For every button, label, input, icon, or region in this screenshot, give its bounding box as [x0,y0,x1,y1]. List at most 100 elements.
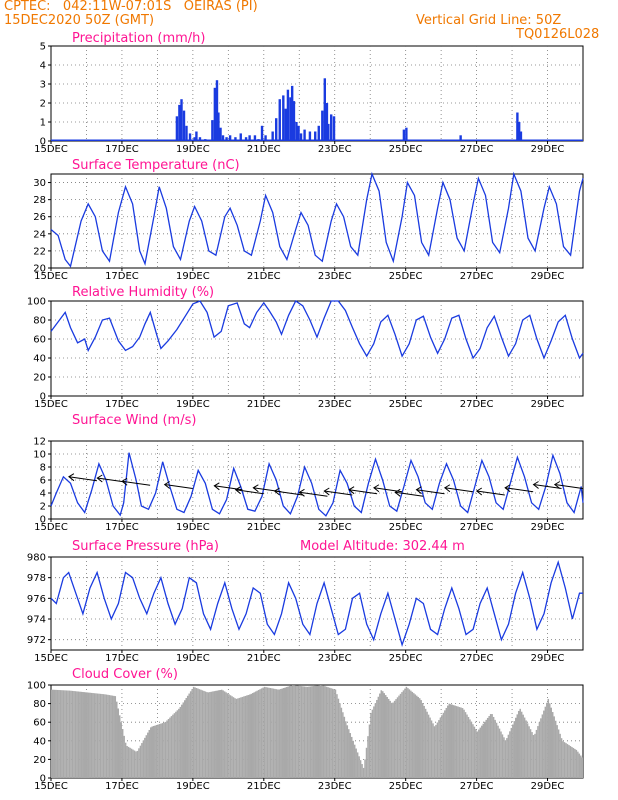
cloud-bar [51,689,53,778]
cloud-bar [515,717,517,778]
cloud-bar [439,717,442,778]
cloud-bar [463,709,465,778]
cloud-bar [438,720,440,778]
cloud-bar [53,689,56,778]
cloud-bar [175,711,177,778]
cloud-bar [489,714,492,778]
cloud-bar [504,740,507,778]
cloud-bar [358,756,360,778]
cloud-bar [225,692,227,778]
cloud-bar [249,694,251,778]
cloud-bar [215,690,217,778]
cloud-bar [74,691,77,778]
series-line-pres [50,560,583,647]
cloud-bar [220,689,223,778]
precip-bar [517,122,521,141]
cloud-bar [231,696,233,778]
cloud-bar [182,702,185,778]
cloud-bar [472,724,474,778]
cloud-bar [65,690,68,778]
cloud-bar [458,707,461,778]
cloud-bar [87,692,90,778]
cloud-bar [293,685,295,778]
x-tick-label: 19DEC [176,144,210,155]
x-tick-label: 23DEC [318,653,352,664]
cloud-bar [402,690,405,778]
cloud-bar [479,727,482,778]
cloud-bar [568,745,570,778]
panel-frame [50,45,584,142]
cloud-bar [331,688,334,778]
x-tick-label: 19DEC [176,271,210,282]
cloud-bar [56,689,59,778]
panel-wind: 15DEC 17DEC 19DEC 21DEC 23DEC 25DEC 27DEC 29DEC… [33,413,584,533]
cloud-bar [247,694,250,778]
x-tick-label: 15DEC [34,522,68,533]
cloud-bar [334,689,337,778]
cloud-bar [113,695,115,778]
cloud-bar [82,691,84,778]
cloud-bar [430,720,433,778]
cloud-bar [482,723,485,778]
cloud-bar [67,690,69,778]
wind-arrow [443,484,473,493]
cloud-bar [302,686,304,778]
cloud-bar [59,690,62,778]
wind-arrow [323,487,353,496]
cloud-bar [144,737,146,778]
cloud-bar [216,690,219,778]
cloud-bar [454,705,456,778]
y-tick-label: 4 [40,61,46,72]
cloud-bar [540,718,542,778]
cloud-bar [355,748,357,778]
y-tick-label: 20 [33,264,46,275]
cloud-bar [104,694,106,778]
cloud-bar [127,746,130,778]
cloud-bar [553,716,555,778]
cloud-bar [529,729,532,778]
cloud-bar [95,693,97,778]
cloud-bar [367,736,369,778]
x-tick-label: 23DEC [318,522,352,533]
cloud-bar [226,693,229,778]
cloud-bar [170,716,173,778]
cloud-bar [130,748,133,778]
cloud-bar [305,686,307,778]
precip-bar [282,95,285,141]
cloud-bar [478,729,480,778]
cloud-bar [470,721,473,778]
x-tick-label: 17DEC [105,781,139,792]
cloud-bar [300,686,303,778]
cloud-bar [349,733,352,778]
x-tick-label: 27DEC [460,399,494,410]
x-tick-label: 27DEC [460,653,494,664]
cloud-bar [513,721,516,778]
cloud-bar [241,696,244,778]
cloud-bar [178,708,180,778]
cloud-bar [277,689,279,778]
cloud-bar [401,692,403,778]
cloud-bar [96,693,99,778]
x-tick-label: 23DEC [318,781,352,792]
cloud-bar [565,743,567,778]
cloud-bar [353,744,356,778]
panel-frame [50,173,584,269]
y-tick-label: 972 [27,635,46,646]
cloud-bar [361,764,363,778]
header-right1: Vertical Grid Line: 50Z [416,13,562,28]
cloud-bar [488,716,490,778]
cloud-bar [105,694,108,778]
precip-bar [459,135,462,141]
precip-bar [182,110,186,141]
x-tick-label: 19DEC [176,653,210,664]
cloud-bar [436,722,439,778]
cloud-bar [510,727,513,778]
panel-title-temp: Surface Temperature (nC) [72,158,240,173]
wind-arrow [504,484,534,493]
series-line-temp [50,171,584,268]
x-tick-label: 19DEC [176,781,210,792]
x-tick-label: 19DEC [176,522,210,533]
panel-frame [50,556,584,651]
cloud-bar [507,734,510,778]
cloud-bar [111,695,114,778]
